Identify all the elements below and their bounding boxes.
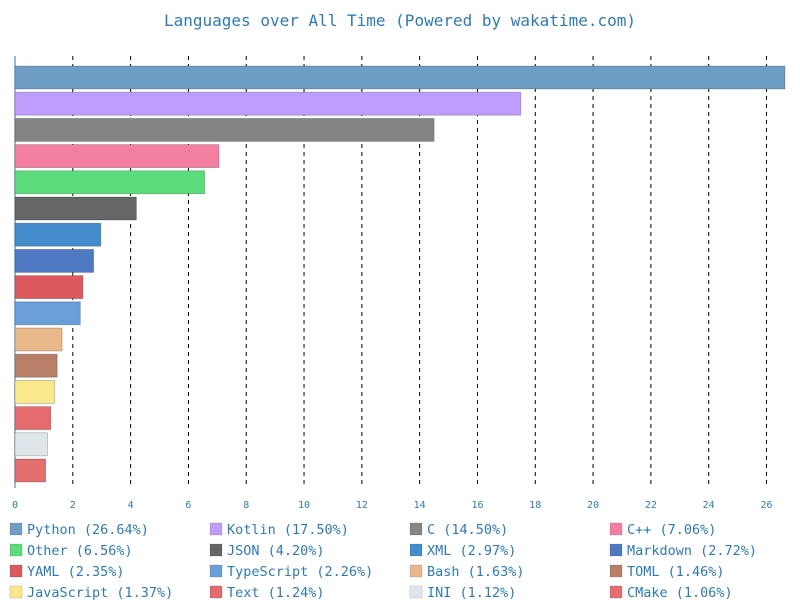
x-tick-label: 16 [471,500,483,511]
x-tick-label: 18 [529,500,541,511]
legend-label: Bash (1.63%) [427,564,525,580]
legend-item: Bash (1.63%) [409,564,525,580]
bars [14,65,786,483]
legend-label: C (14.50%) [427,522,508,538]
bar-cmake [14,458,47,483]
legend-label: TOML (1.46%) [627,564,725,580]
bar-kotlin [14,91,522,116]
bar-json [14,196,137,221]
legend-label: Markdown (2.72%) [627,543,757,559]
x-tick-label: 8 [243,500,249,511]
legend-item: Kotlin (17.50%) [209,522,349,538]
legend-item: TOML (1.46%) [609,564,725,580]
legend-swatch [209,522,223,536]
legend-item: Other (6.56%) [9,543,133,559]
legend-swatch [209,564,223,578]
legend-item: C++ (7.06%) [609,522,716,538]
legend-label: Other (6.56%) [27,543,133,559]
x-tick-label: 14 [414,500,426,511]
legend-label: Python (26.64%) [27,522,149,538]
bar-text [14,406,52,431]
bar-xml [14,222,102,247]
legend-label: YAML (2.35%) [27,564,125,580]
legend-swatch [409,564,423,578]
legend-swatch [409,585,423,599]
legend-item: C (14.50%) [409,522,508,538]
legend-swatch [609,543,623,557]
legend-label: Kotlin (17.50%) [227,522,349,538]
legend-label: XML (2.97%) [427,543,516,559]
legend-item: TypeScript (2.26%) [209,564,373,580]
bar-markdown [14,248,95,273]
x-tick-label: 22 [645,500,657,511]
bar-c- [14,144,220,169]
bar-yaml [14,275,84,300]
bar-python [14,65,786,90]
legend-label: INI (1.12%) [427,585,516,600]
legend-swatch [409,522,423,536]
legend: Python (26.64%) Kotlin (17.50%) C (14.50%)… [9,522,757,600]
x-tick-label: 0 [12,500,18,511]
legend-label: C++ (7.06%) [627,522,716,538]
legend-swatch [409,543,423,557]
legend-swatch [9,543,23,557]
legend-item: JavaScript (1.37%) [9,585,173,600]
chart-title: Languages over All Time (Powered by waka… [164,11,636,30]
bar-toml [14,353,58,378]
bar-c [14,118,435,142]
bar-typescript [14,301,81,326]
x-tick-label: 20 [587,500,599,511]
legend-item: YAML (2.35%) [9,564,125,580]
x-tick-label: 6 [185,500,191,511]
legend-swatch [9,564,23,578]
legend-item: INI (1.12%) [409,585,516,600]
legend-swatch [609,585,623,599]
bar-ini [14,432,48,457]
x-tick-label: 26 [760,500,772,511]
legend-swatch [9,522,23,536]
x-axis-ticks: 0 2 4 6 8 10 12 14 16 18 20 22 24 26 [12,500,773,511]
x-tick-label: 10 [298,500,310,511]
legend-swatch [609,564,623,578]
x-tick-label: 12 [356,500,368,511]
legend-label: JSON (4.20%) [227,543,325,559]
x-tick-label: 24 [703,500,715,511]
legend-label: JavaScript (1.37%) [27,585,173,600]
bar-other [14,170,206,195]
legend-item: Text (1.24%) [209,585,325,600]
legend-swatch [209,585,223,599]
bar-javascript [14,379,55,404]
legend-swatch [209,543,223,557]
legend-swatch [609,522,623,536]
legend-label: CMake (1.06%) [627,585,733,600]
legend-item: JSON (4.20%) [209,543,325,559]
x-tick-label: 2 [70,500,76,511]
x-tick-label: 4 [128,500,134,511]
legend-item: CMake (1.06%) [609,585,733,600]
legend-item: Python (26.64%) [9,522,149,538]
legend-item: XML (2.97%) [409,543,516,559]
bar-bash [14,327,63,352]
legend-swatch [9,585,23,599]
legend-label: TypeScript (2.26%) [227,564,373,580]
legend-item: Markdown (2.72%) [609,543,757,559]
legend-label: Text (1.24%) [227,585,325,600]
